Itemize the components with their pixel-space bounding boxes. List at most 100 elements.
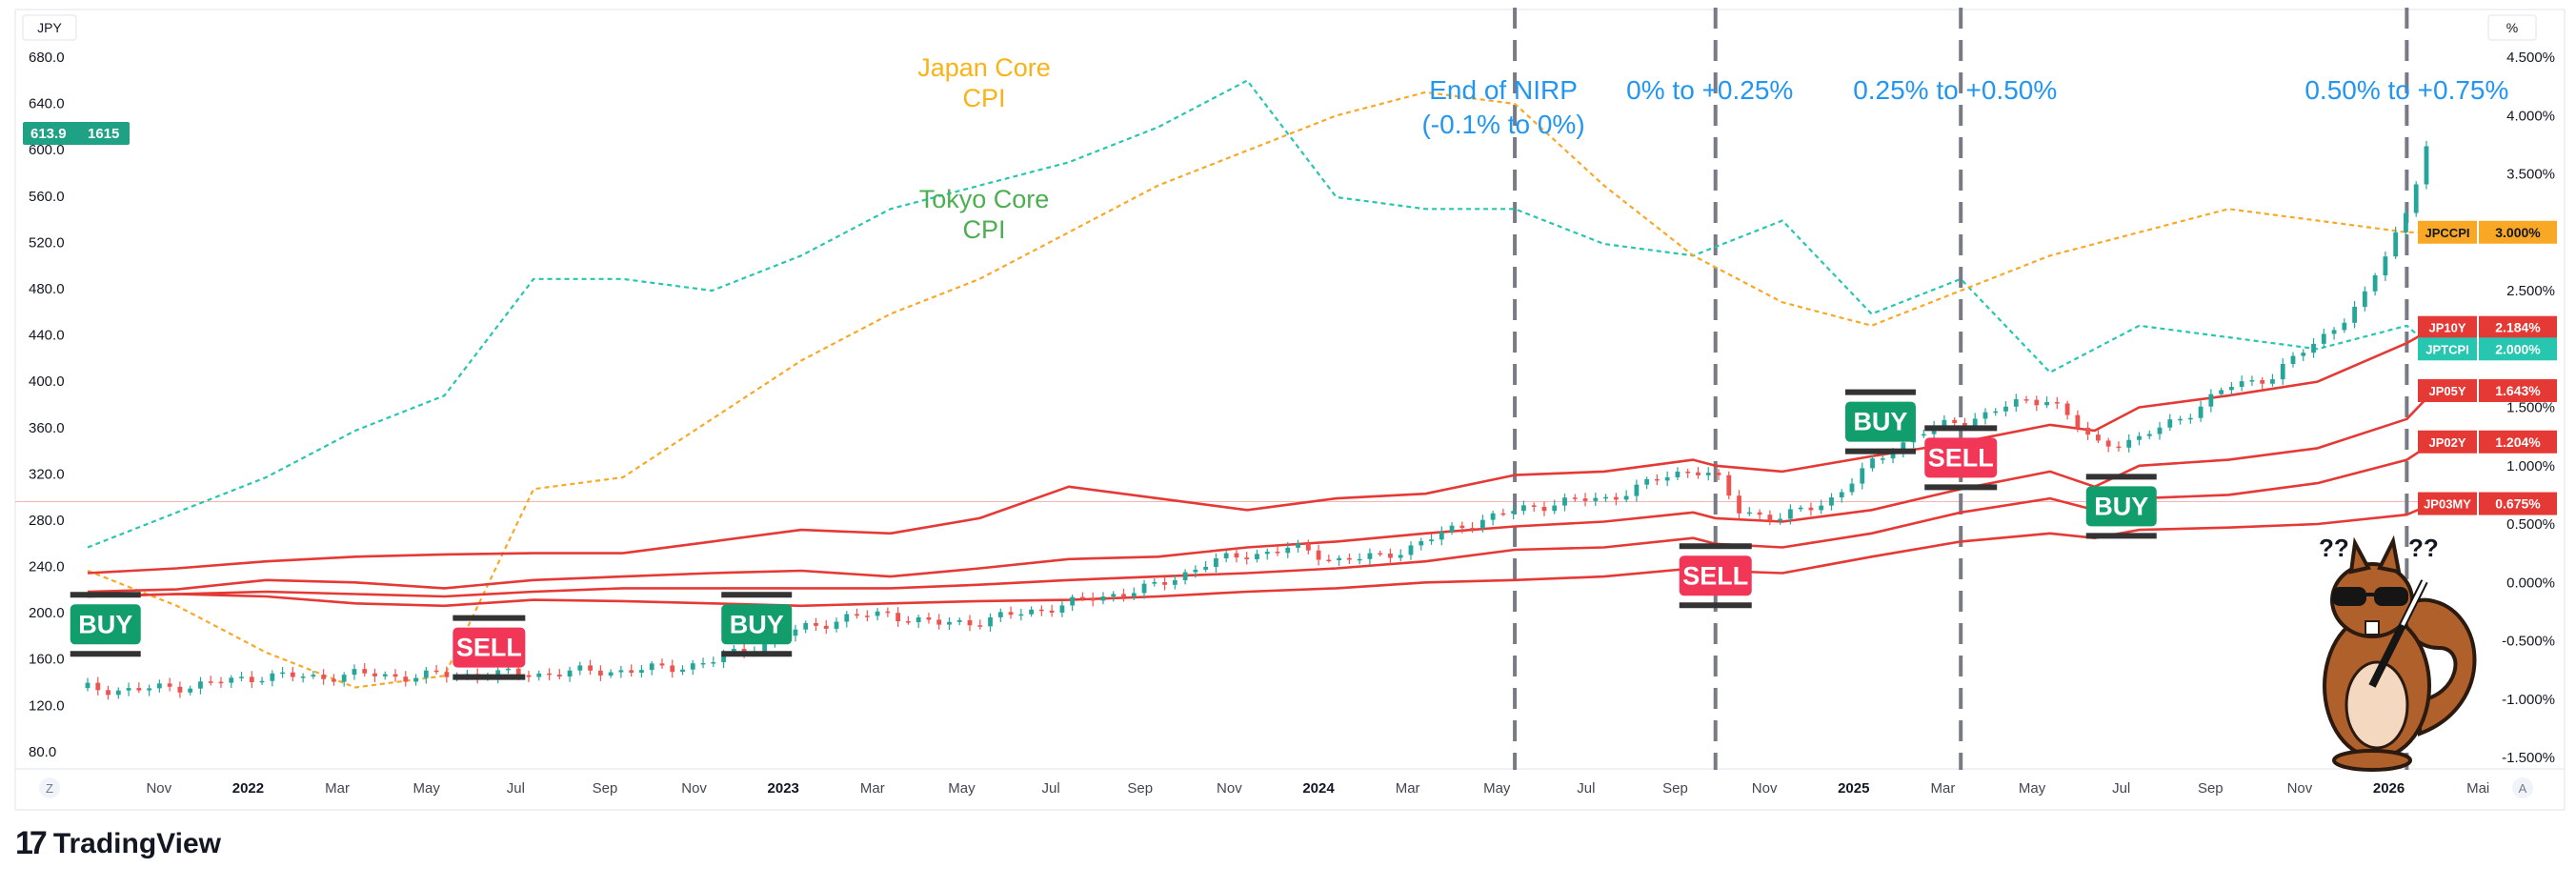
candle — [1870, 458, 1875, 469]
candle — [2105, 440, 2111, 447]
x-axis-tick: Jul — [1042, 780, 1060, 797]
series-line-jptcpi[interactable] — [87, 79, 2435, 549]
currency-box[interactable] — [22, 14, 77, 41]
candle — [1644, 478, 1650, 485]
candle — [2198, 406, 2204, 418]
signal-badge-sell[interactable] — [1924, 437, 1998, 478]
left-axis-tick: 640.0 — [29, 96, 65, 112]
candle — [229, 677, 234, 683]
candle — [967, 619, 973, 626]
candle — [444, 672, 450, 677]
candle — [1982, 412, 1988, 419]
candle — [1337, 557, 1342, 560]
candle — [311, 675, 316, 677]
candle — [1746, 512, 1752, 515]
candle — [2137, 435, 2142, 440]
left-axis-tick: 120.0 — [29, 697, 65, 714]
candle — [2383, 256, 2388, 276]
x-axis-tick: Nov — [681, 780, 707, 797]
series-badge-value — [2479, 430, 2557, 454]
candle — [2178, 418, 2183, 421]
x-axis-tick: May — [948, 780, 976, 797]
squirrel-mascot: ?? ?? — [2319, 534, 2477, 772]
candle — [1952, 419, 1958, 423]
candle — [577, 665, 583, 671]
candle — [1890, 454, 1896, 459]
candle — [1419, 540, 1424, 546]
signal-badge-buy[interactable] — [2085, 486, 2157, 527]
candle — [1449, 525, 1455, 533]
squirrel-ear-icon — [2348, 536, 2372, 575]
candle — [2003, 406, 2008, 412]
candle — [85, 682, 91, 689]
candle — [556, 675, 562, 677]
sunglasses-icon — [2374, 587, 2408, 606]
candle — [1029, 609, 1035, 615]
candle — [1429, 539, 1434, 541]
candle — [1541, 506, 1547, 512]
signal-badge-sell[interactable] — [1679, 555, 1752, 596]
candle — [321, 675, 327, 679]
candle — [1623, 495, 1629, 500]
candle — [1162, 581, 1167, 585]
candle — [629, 670, 634, 674]
x-axis-tick: Jul — [507, 780, 525, 797]
series-badge-value — [2479, 492, 2557, 515]
candle — [1305, 543, 1311, 551]
candle — [1705, 473, 1711, 475]
candle — [567, 670, 573, 677]
candle — [249, 676, 254, 682]
signal-badge-buy[interactable] — [1844, 401, 1916, 442]
right-unit-box[interactable] — [2487, 14, 2537, 41]
series-badge-last: 1.204% — [2495, 434, 2541, 450]
right-axis-tick: -1.000% — [2502, 692, 2555, 708]
candle — [670, 665, 675, 673]
zoom-button[interactable] — [39, 777, 60, 798]
tradingview-logo[interactable]: 17 TradingView — [15, 825, 221, 862]
candle — [1172, 579, 1177, 585]
candle — [167, 683, 172, 687]
candle — [1141, 583, 1147, 594]
candle — [1521, 505, 1526, 512]
x-axis-tick: 2026 — [2373, 780, 2405, 797]
candle — [2219, 390, 2224, 394]
candle — [341, 675, 347, 682]
series-badge-name — [2418, 378, 2477, 402]
x-axis-tick: Mar — [1930, 780, 1955, 797]
policy-annotation: 0.50% to +0.75% — [2304, 75, 2508, 105]
candle — [741, 648, 747, 653]
series-line-jp10y[interactable] — [87, 327, 2435, 575]
candle — [2096, 434, 2101, 441]
series-badge-name — [2418, 337, 2477, 361]
candle — [2054, 402, 2060, 404]
candle — [2157, 427, 2163, 434]
candle — [2013, 399, 2019, 407]
x-axis-tick: Mar — [325, 780, 350, 797]
policy-annotation: 0.25% to +0.50% — [1853, 75, 2057, 105]
series-badge-last: 3.000% — [2495, 225, 2541, 240]
candle — [362, 669, 368, 674]
candle — [1696, 472, 1701, 475]
candle — [1511, 511, 1517, 515]
candle — [536, 673, 542, 677]
candle — [259, 680, 265, 683]
left-axis-tick: 600.0 — [29, 142, 65, 158]
candle — [106, 690, 111, 696]
candle — [1993, 411, 1999, 414]
candle — [1264, 551, 1270, 555]
candle — [936, 619, 942, 625]
series-line-jpccpi[interactable] — [87, 91, 2434, 689]
auto-scale-button[interactable] — [2512, 777, 2533, 798]
series-line-jp05y[interactable] — [87, 390, 2435, 594]
left-axis-tick: 360.0 — [29, 420, 65, 436]
candle — [1778, 518, 1783, 521]
squirrel-ear-icon — [2377, 535, 2402, 575]
signal-badge-buy[interactable] — [721, 604, 793, 645]
x-axis-tick: Jul — [1577, 780, 1595, 797]
signal-badge-sell[interactable] — [453, 627, 526, 668]
x-axis-tick: Nov — [2287, 780, 2313, 797]
signal-badge-buy[interactable] — [70, 604, 141, 645]
x-axis-tick: May — [2019, 780, 2046, 797]
